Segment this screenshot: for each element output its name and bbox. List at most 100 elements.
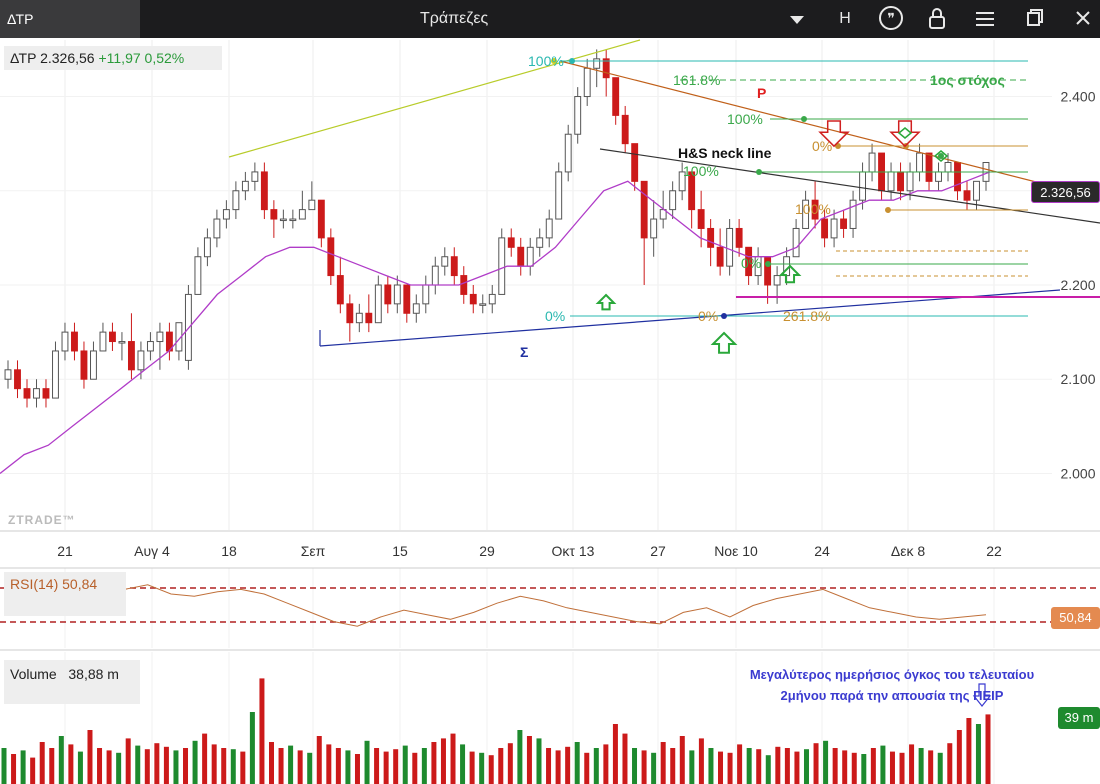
- volume-bar: [603, 744, 609, 784]
- volume-bar: [20, 750, 26, 784]
- volume-bar: [565, 746, 571, 784]
- candle: [498, 237, 506, 295]
- volume-bar: [641, 750, 647, 784]
- volume-bar: [593, 748, 599, 784]
- volume-bar: [517, 730, 523, 784]
- quote-price: 2.326,56: [40, 50, 95, 66]
- volume-bar: [211, 744, 217, 784]
- candle: [422, 284, 430, 305]
- down-arrow-icon: [972, 683, 992, 707]
- close-icon[interactable]: [1068, 0, 1098, 38]
- volume-bar: [307, 752, 313, 784]
- fib-label-100-mid: 100%: [795, 201, 831, 217]
- candle: [564, 133, 572, 173]
- volume-bar: [479, 752, 485, 784]
- date-tick-label: Δεκ 8: [891, 543, 925, 559]
- volume-bar: [526, 736, 532, 784]
- candle: [99, 331, 107, 352]
- fib-label-100: 100%: [727, 111, 763, 127]
- candle: [868, 152, 876, 173]
- volume-bar: [689, 750, 695, 784]
- candle: [973, 180, 980, 201]
- candle: [61, 331, 69, 352]
- date-tick-label: Αυγ 4: [134, 543, 170, 559]
- fibonacci-anchor-dot: [938, 153, 944, 159]
- neckline: [599, 148, 1100, 224]
- candle: [412, 303, 420, 314]
- candle: [764, 256, 772, 286]
- volume-bar: [402, 745, 408, 784]
- fibonacci-anchor-dot: [551, 58, 557, 64]
- volume-badge: 39 m: [1058, 707, 1100, 729]
- candle: [460, 275, 468, 295]
- volume-bar: [450, 733, 456, 784]
- fibonacci-anchor-dot: [756, 169, 762, 175]
- fib-label-261: 261.8%: [783, 308, 830, 324]
- candle: [384, 284, 392, 305]
- volume-bar: [966, 718, 972, 784]
- volume-bar: [49, 748, 55, 784]
- volume-bar: [937, 752, 943, 784]
- candle: [745, 246, 753, 277]
- volume-bar: [154, 743, 160, 784]
- volume-bar: [106, 750, 112, 784]
- volume-bar: [737, 744, 743, 784]
- volume-bar: [574, 742, 580, 784]
- chevron-down-icon[interactable]: [782, 0, 812, 38]
- volume-bar: [192, 740, 198, 784]
- candle: [887, 171, 895, 192]
- symbol-selector[interactable]: ΔΤΡ: [0, 0, 140, 38]
- candle: [4, 369, 12, 380]
- quote-symbol: ΔΤΡ: [10, 50, 37, 66]
- candle: [612, 77, 620, 116]
- lock-icon[interactable]: [922, 0, 952, 38]
- volume-bar: [288, 745, 294, 784]
- volume-bar: [880, 745, 886, 784]
- volume-bar: [30, 757, 36, 784]
- candle: [80, 350, 88, 380]
- menu-icon[interactable]: [970, 0, 1000, 38]
- candle: [811, 199, 819, 220]
- candle: [279, 218, 287, 222]
- fib-label-0-mid: 0%: [812, 138, 832, 154]
- candle: [251, 171, 259, 182]
- quote-icon[interactable]: ❞: [876, 0, 906, 38]
- volume-bar: [928, 750, 934, 784]
- candle: [716, 246, 724, 267]
- restore-icon[interactable]: [1020, 0, 1050, 38]
- volume-bar: [794, 751, 800, 784]
- fibonacci-anchor-dot: [721, 313, 727, 319]
- date-tick-label: Σεπ: [301, 543, 326, 559]
- candle: [156, 331, 164, 343]
- up-arrow-icon: [710, 331, 738, 354]
- quote-change: +11,97 0,52%: [98, 50, 185, 66]
- up-arrow-icon: [595, 293, 617, 311]
- volume-bar: [546, 748, 552, 784]
- price-tick-label: 2.000: [1060, 465, 1095, 481]
- volume-name: Volume: [10, 666, 57, 682]
- diamond-marker-icon: [897, 127, 913, 139]
- candle: [90, 350, 97, 380]
- fibonacci-anchor-dot: [801, 116, 807, 122]
- rsi-line: [7, 584, 987, 627]
- volume-bar: [87, 730, 93, 784]
- fibonacci-anchor-dot: [765, 261, 771, 267]
- candle: [488, 293, 496, 305]
- h-icon[interactable]: H: [839, 10, 851, 27]
- fib-label-100-right: 100%: [683, 163, 719, 179]
- candle: [925, 152, 933, 182]
- volume-bar: [316, 736, 322, 784]
- candle: [574, 96, 582, 135]
- candle: [469, 293, 477, 305]
- volume-bar: [173, 750, 179, 784]
- volume-bar: [68, 744, 74, 784]
- candle: [194, 256, 202, 295]
- candle: [640, 180, 648, 239]
- fibonacci-anchor-dot: [569, 58, 575, 64]
- date-tick-label: 24: [814, 543, 830, 559]
- volume-bar: [221, 748, 227, 784]
- support-trendline: [319, 289, 1061, 347]
- volume-bar: [679, 736, 685, 784]
- volume-bar: [536, 738, 542, 784]
